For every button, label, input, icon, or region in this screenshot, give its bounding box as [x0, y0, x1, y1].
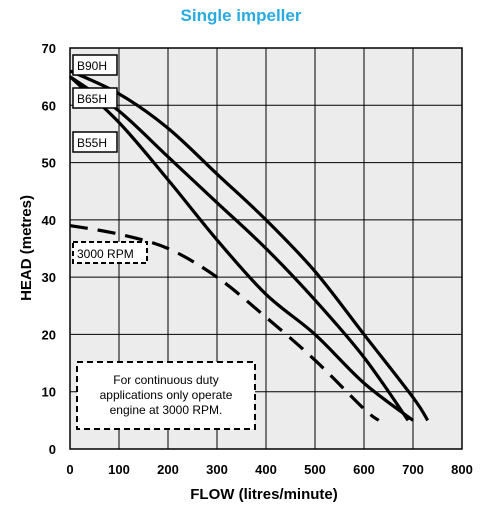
series-label-text: 3000 RPM [77, 247, 134, 261]
series-label-text: B65H [77, 92, 107, 106]
x-tick-label: 400 [255, 462, 277, 477]
x-tick-label: 600 [353, 462, 375, 477]
y-tick-label: 30 [42, 270, 56, 285]
y-tick-label: 50 [42, 156, 56, 171]
x-tick-label: 300 [206, 462, 228, 477]
x-axis-label: FLOW (litres/minute) [190, 486, 338, 503]
note-text: For continuous duty applications only ope… [100, 373, 233, 417]
x-tick-label: 800 [451, 462, 473, 477]
series-label-frame [72, 87, 118, 109]
series-label-b90h: B90H [72, 54, 118, 76]
series-label-text: B55H [77, 136, 107, 150]
series-line-b65h [69, 75, 410, 422]
y-axis-ticks: 0 10 20 30 40 50 60 70 [42, 41, 56, 457]
y-tick-label: 0 [49, 442, 56, 457]
y-tick-label: 60 [42, 98, 56, 113]
note-frame [76, 361, 256, 430]
x-tick-label: 0 [66, 462, 73, 477]
series-labels: B90H B65H B55H 3000 RPM [72, 54, 148, 264]
series-label-frame [72, 131, 118, 153]
series-line-b90h [69, 69, 430, 422]
series-label-frame [72, 241, 148, 264]
y-tick-label: 20 [42, 327, 56, 342]
series-label-3000-rpm: 3000 RPM [72, 241, 148, 264]
y-tick-label: 40 [42, 213, 56, 228]
chart-title: Single impeller [181, 6, 302, 25]
y-axis-label: HEAD (metres) [18, 195, 35, 301]
y-tick-label: 70 [42, 41, 56, 56]
x-tick-label: 200 [157, 462, 179, 477]
y-tick-label: 10 [42, 385, 56, 400]
x-tick-label: 100 [108, 462, 130, 477]
series-label-b55h: B55H [72, 131, 118, 153]
series-label-frame [72, 54, 118, 76]
series-label-text: B90H [77, 59, 107, 73]
note-box: For continuous duty applications only ope… [76, 361, 256, 430]
series-line-3000-rpm [69, 224, 380, 422]
x-axis-ticks: 0 100 200 300 400 500 600 700 800 [66, 462, 472, 477]
series-lines [68, 69, 430, 422]
series-label-b65h: B65H [72, 87, 118, 109]
x-tick-label: 700 [402, 462, 424, 477]
series-line-b55h [68, 75, 414, 422]
x-tick-label: 500 [304, 462, 326, 477]
